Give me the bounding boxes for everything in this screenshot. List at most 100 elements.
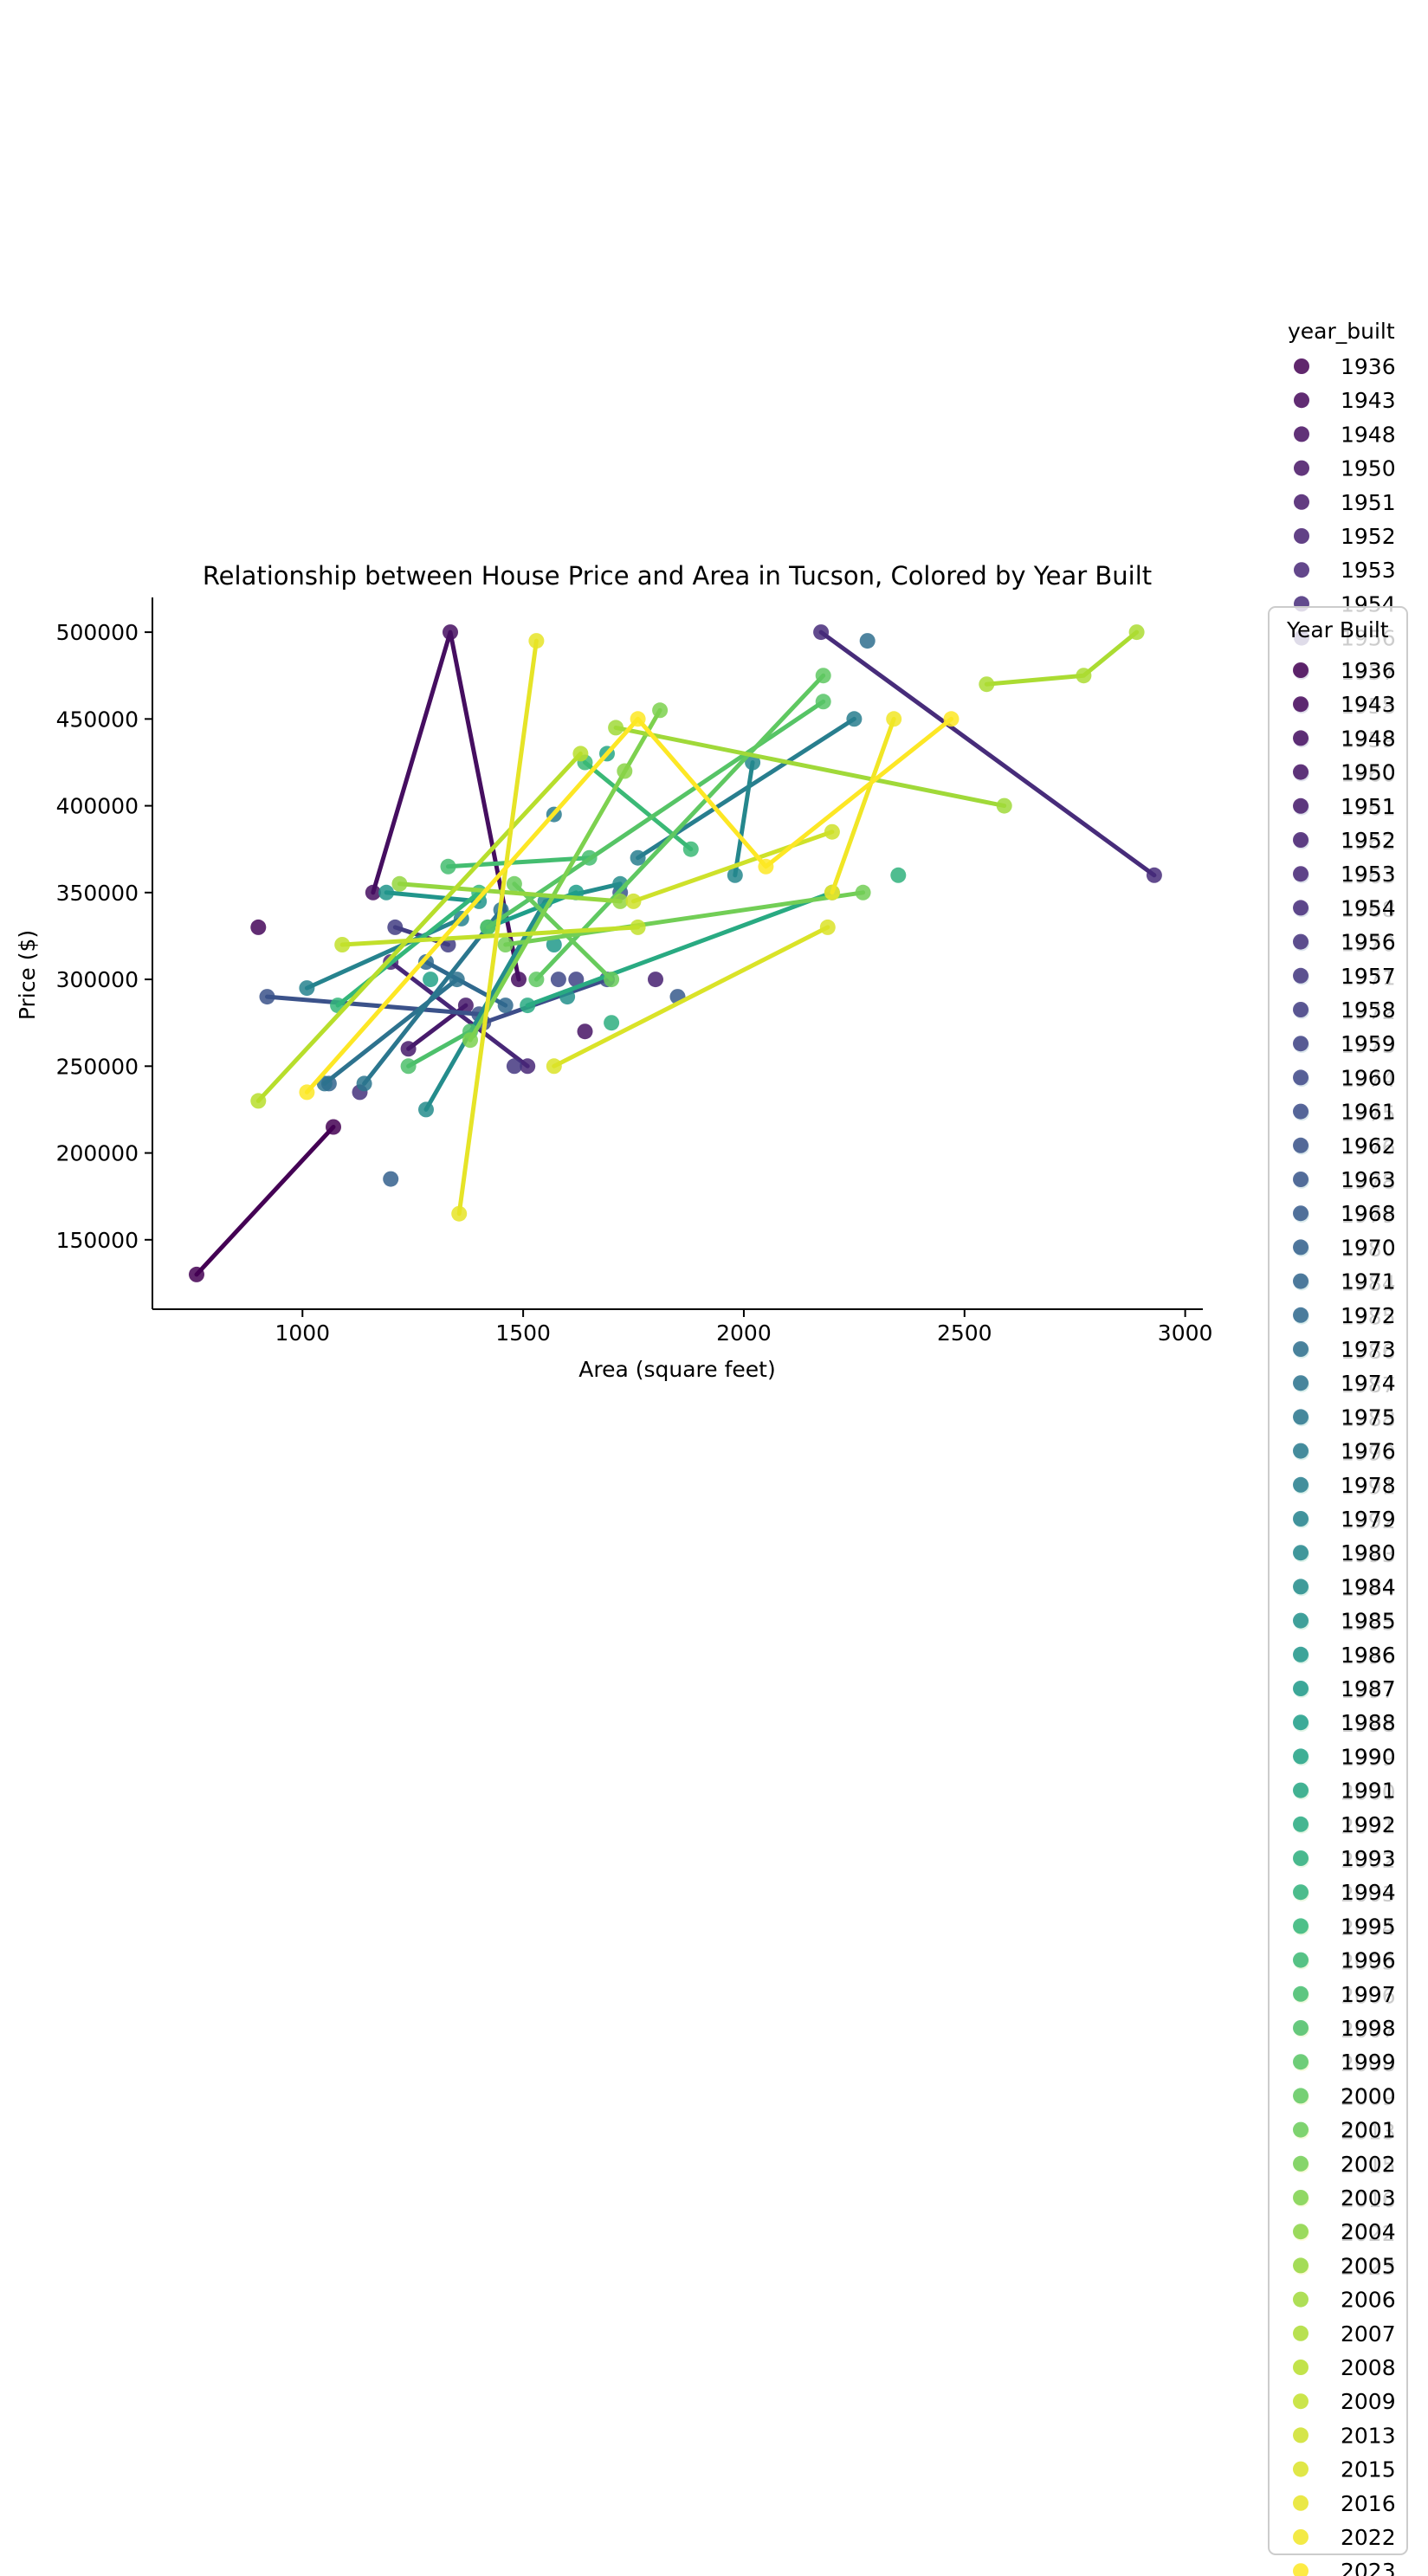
- legend-overlay-marker-2013: [1293, 2427, 1308, 2444]
- legend-overlay-label-1994: 1994: [1341, 1880, 1396, 1905]
- series-1974: [316, 972, 465, 1092]
- series-2015: [546, 919, 836, 1075]
- legend-overlay-label-1957: 1957: [1341, 964, 1396, 989]
- legend-overlay-marker-1993: [1293, 1850, 1308, 1866]
- data-point-2008-1: [572, 746, 589, 762]
- y-tick-label-250000: 250000: [56, 1054, 139, 1079]
- data-point-1987-0: [546, 937, 562, 952]
- legend-overlay-label-2016: 2016: [1341, 2491, 1396, 2516]
- data-point-1999-1: [815, 694, 831, 710]
- data-point-2002-1: [855, 884, 871, 901]
- series-2004: [617, 763, 633, 779]
- series-line-1954: [818, 629, 1157, 878]
- data-point-1936-0: [189, 1266, 204, 1282]
- legend-overlay-marker-1951: [1293, 797, 1308, 814]
- legend-overlay-marker-1984: [1293, 1579, 1308, 1595]
- legend-overlay[interactable]: Year Built 1936 1943 1948 1950 1951 1952 1953 1…: [1268, 606, 1408, 2576]
- data-point-1980-1: [745, 754, 761, 771]
- legend-overlay-label-1998: 1998: [1341, 2016, 1396, 2041]
- legend-overlay-marker-1986: [1293, 1646, 1308, 1662]
- series-line-2015: [552, 925, 830, 1068]
- data-point-1992-0: [520, 997, 536, 1014]
- legend-overlay-label-1974: 1974: [1341, 1371, 1396, 1396]
- legend-main-label-1952: 1952: [1341, 524, 1396, 549]
- legend-overlay-label-1936: 1936: [1341, 658, 1396, 683]
- series-line-2016: [456, 638, 539, 1217]
- legend-overlay-label-2000: 2000: [1341, 2083, 1396, 2108]
- x-tick-label-1500: 1500: [495, 1320, 551, 1346]
- data-point-1978-1: [846, 711, 863, 727]
- data-point-1973-0: [859, 633, 876, 649]
- legend-overlay-label-1979: 1979: [1341, 1507, 1396, 1532]
- data-point-2002-0: [497, 937, 514, 952]
- legend-overlay-marker-1972: [1293, 1307, 1308, 1323]
- data-point-1972-0: [418, 954, 434, 970]
- series-1995: [330, 884, 488, 1014]
- x-tick-label-2000: 2000: [716, 1320, 772, 1346]
- legend-overlay-label-1991: 1991: [1341, 1779, 1396, 1804]
- data-point-2013-0: [625, 893, 642, 909]
- data-point-2022-1: [886, 711, 902, 727]
- legend-overlay-marker-1975: [1293, 1409, 1308, 1425]
- series-1973: [859, 633, 876, 649]
- legend-overlay-label-1959: 1959: [1341, 1031, 1396, 1056]
- legend-overlay-marker-2001: [1293, 2121, 1308, 2138]
- x-axis-label: Area (square feet): [578, 1357, 775, 1382]
- data-point-1959-0: [568, 972, 585, 988]
- legend-overlay-marker-1950: [1293, 764, 1308, 780]
- data-point-2001-0: [506, 875, 522, 892]
- y-tick-label-500000: 500000: [56, 620, 139, 645]
- data-point-2015-1: [819, 919, 836, 935]
- data-point-2006-0: [608, 720, 624, 736]
- series-line-2007: [984, 629, 1140, 687]
- legend-overlay-label-1985: 1985: [1341, 1609, 1396, 1634]
- legend-overlay-label-1962: 1962: [1341, 1133, 1396, 1159]
- legend-overlay-marker-1962: [1293, 1137, 1308, 1153]
- series-1957: [506, 1058, 522, 1075]
- series-1960: [550, 972, 566, 988]
- legend-overlay-marker-1991: [1293, 1782, 1308, 1798]
- series-line-2013: [631, 830, 835, 904]
- series-line-1992: [525, 890, 835, 1008]
- series-2000: [528, 668, 831, 988]
- data-point-1984-0: [418, 1101, 434, 1118]
- data-point-1953-1: [520, 1058, 536, 1075]
- legend-main-marker-1950: [1294, 460, 1309, 476]
- x-tick-label-3000: 3000: [1158, 1320, 1213, 1346]
- legend-overlay-marker-1973: [1293, 1341, 1308, 1357]
- data-point-1957-0: [506, 1058, 522, 1075]
- legend-overlay-marker-1999: [1293, 2054, 1308, 2070]
- legend-overlay-marker-1963: [1293, 1172, 1308, 1187]
- data-point-2023-2: [758, 858, 774, 875]
- legend-overlay-marker-1980: [1293, 1545, 1308, 1561]
- legend-overlay-marker-1997: [1293, 1985, 1308, 2002]
- legend-overlay-label-2022: 2022: [1341, 2525, 1396, 2550]
- series-2005: [391, 875, 629, 909]
- legend-overlay-label-2015: 2015: [1341, 2457, 1396, 2482]
- legend-overlay-marker-1957: [1293, 967, 1308, 984]
- legend-overlay-label-1978: 1978: [1341, 1473, 1396, 1498]
- legend-overlay-marker-1990: [1293, 1748, 1308, 1765]
- legend-overlay-label-1993: 1993: [1341, 1846, 1396, 1871]
- legend-overlay-label-1961: 1961: [1341, 1100, 1396, 1125]
- legend-overlay-marker-2009: [1293, 2393, 1308, 2410]
- data-point-1948-2: [511, 972, 527, 988]
- legend-main-label-1948: 1948: [1341, 422, 1396, 447]
- legend-overlay-label-1980: 1980: [1341, 1540, 1396, 1566]
- legend-main-label-1953: 1953: [1341, 558, 1396, 583]
- series-2009: [334, 919, 646, 952]
- legend-overlay-label-1996: 1996: [1341, 1948, 1396, 1973]
- data-point-2007-0: [979, 676, 995, 693]
- legend-overlay-marker-2005: [1293, 2257, 1308, 2274]
- legend-overlay-marker-2015: [1293, 2461, 1308, 2477]
- legend-overlay-label-1943: 1943: [1341, 692, 1396, 717]
- data-point-1996-1: [682, 841, 699, 857]
- legend-overlay-label-2023: 2023: [1341, 2559, 1396, 2576]
- legend-overlay-label-2008: 2008: [1341, 2355, 1396, 2380]
- legend-overlay-label-1997: 1997: [1341, 1982, 1396, 2007]
- legend-overlay-label-1954: 1954: [1341, 895, 1396, 920]
- series-1959: [568, 972, 585, 988]
- series-1954: [813, 624, 1162, 883]
- data-point-1997-0: [440, 858, 456, 875]
